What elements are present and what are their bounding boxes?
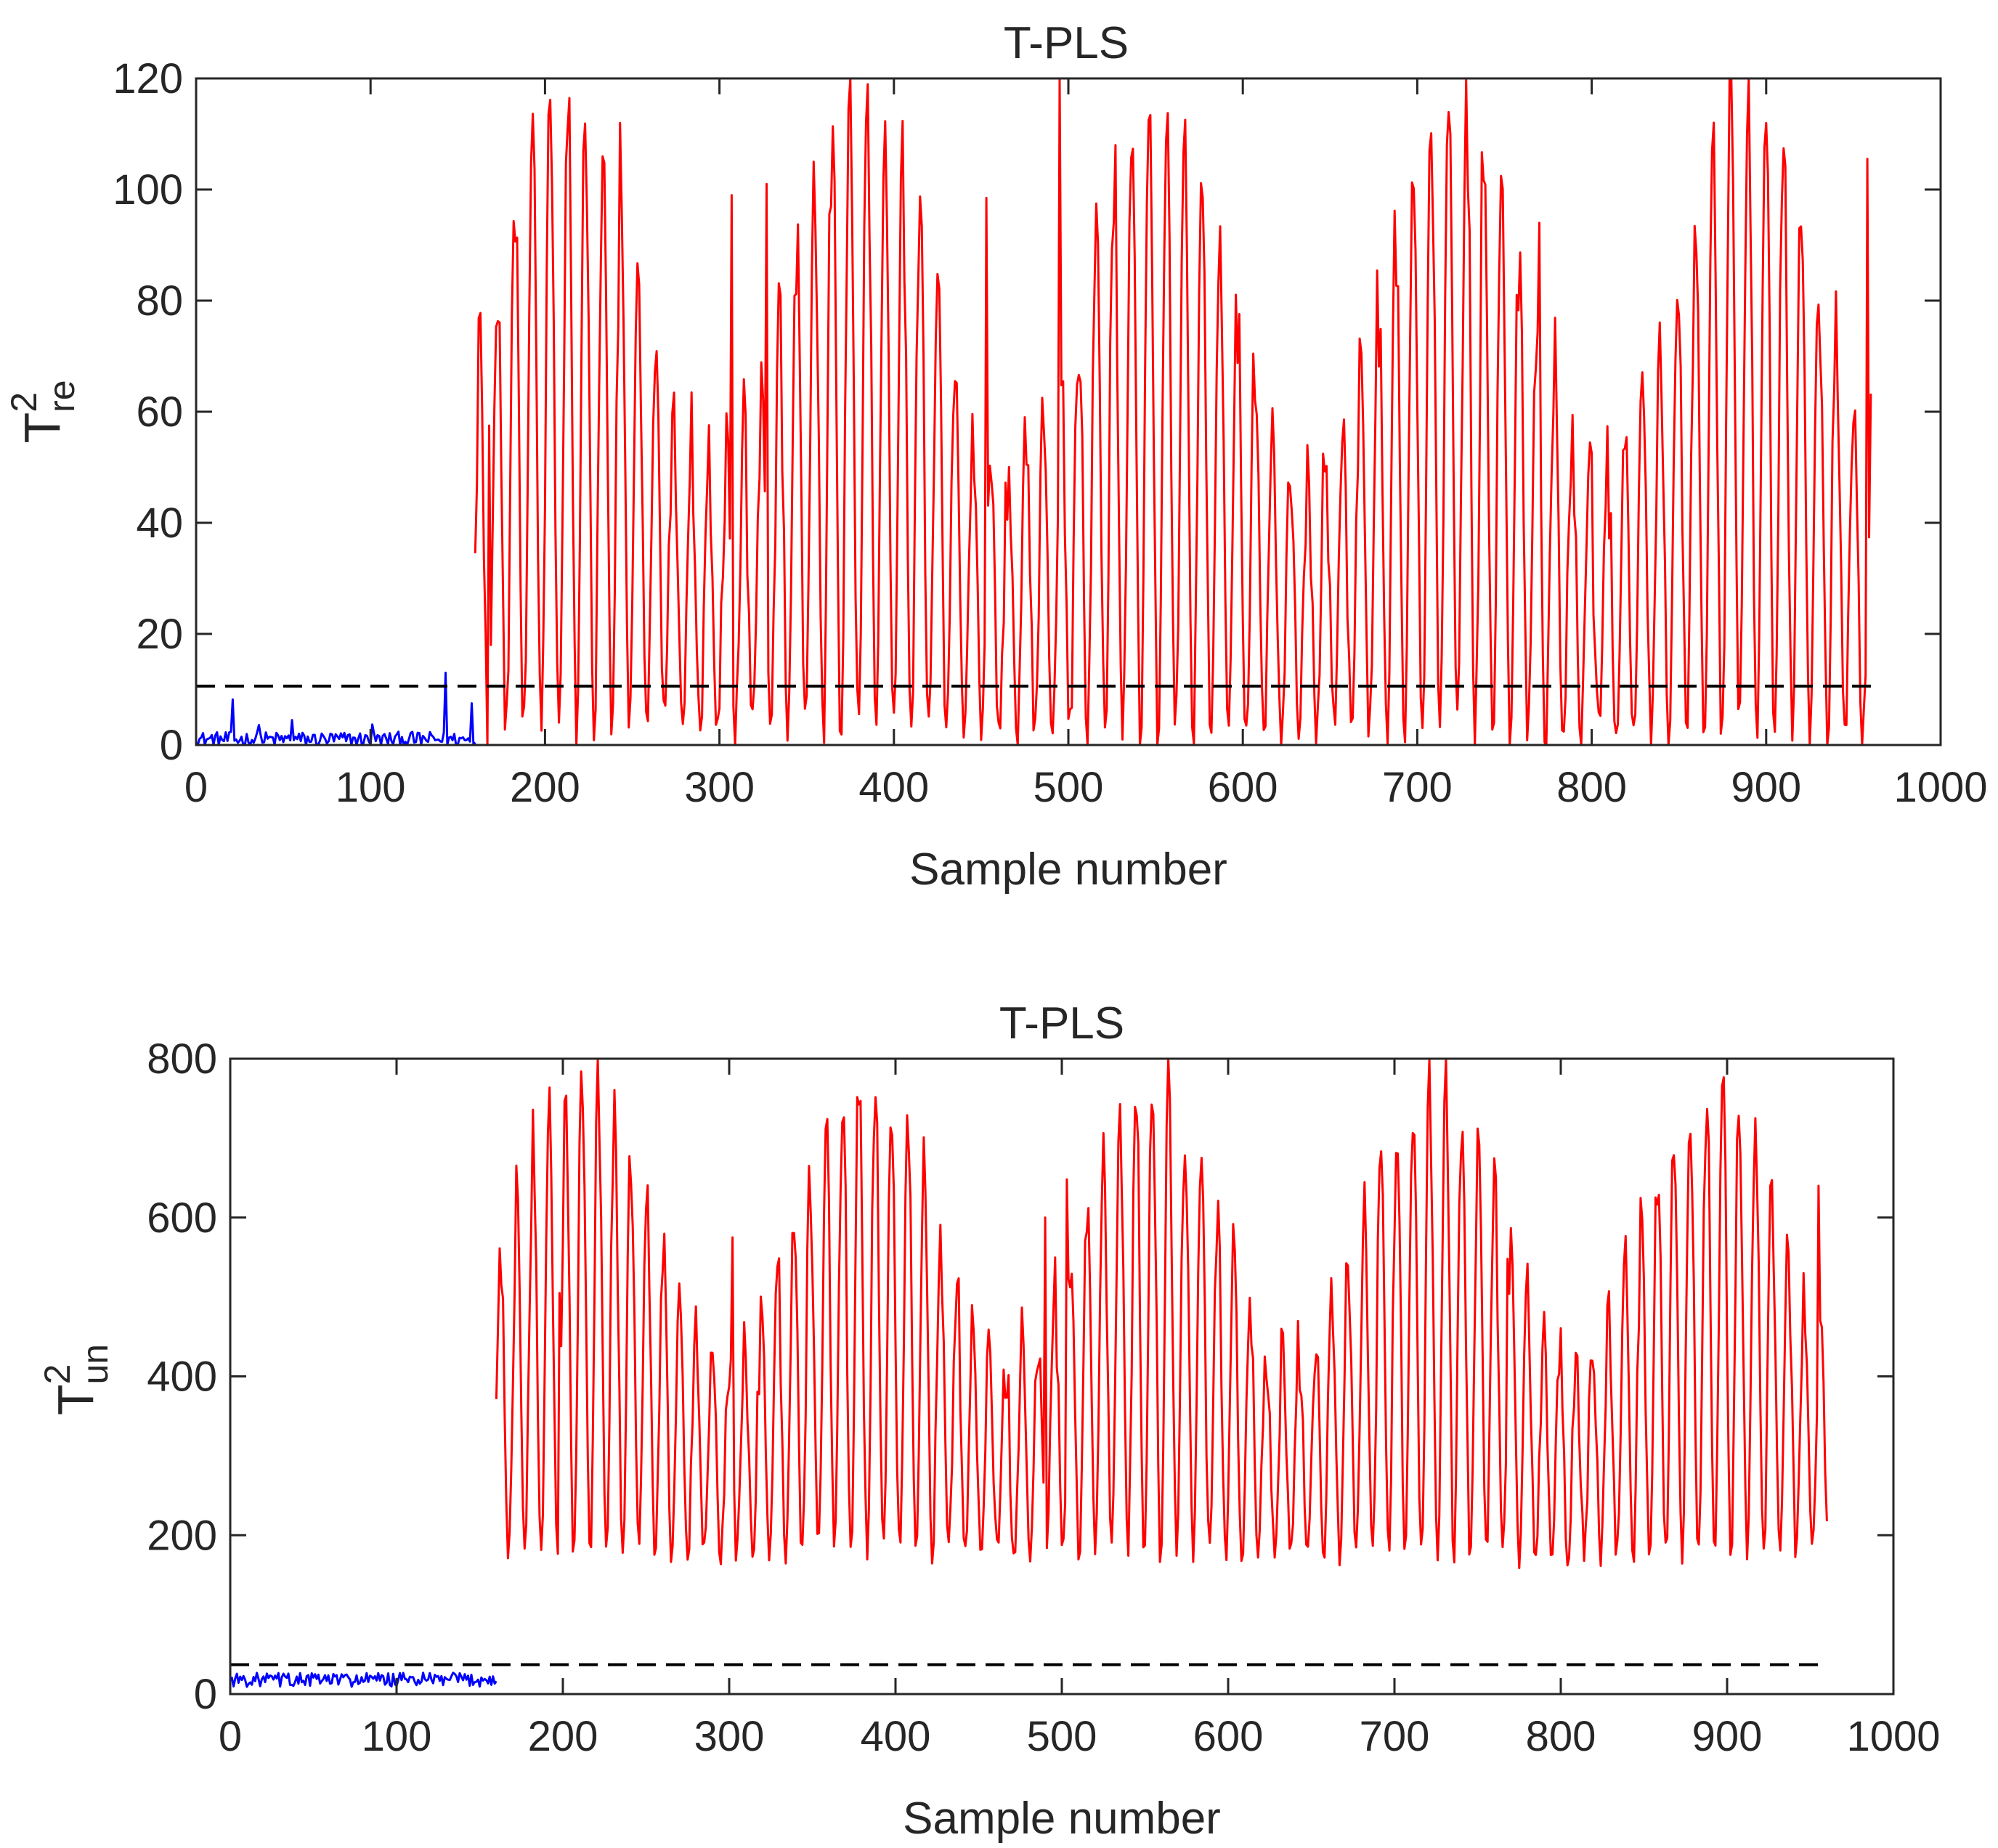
y-tick-label: 80 (136, 277, 183, 325)
x-tick-label: 800 (1526, 1713, 1596, 1760)
x-tick-label: 200 (528, 1713, 598, 1760)
x-axis: 0 100 200 300 400 500 600 700 800 900 1000 (184, 78, 1988, 811)
plot-area (230, 1059, 1893, 1694)
y-tick-label: 200 (147, 1512, 217, 1559)
y-tick-label: 400 (147, 1354, 217, 1401)
x-tick-label: 100 (336, 764, 406, 811)
chart-title: T-PLS (1004, 18, 1129, 68)
x-tick-label: 300 (694, 1713, 765, 1760)
line-fault (495, 1057, 1828, 1569)
x-tick-label: 1000 (1846, 1713, 1940, 1760)
y-tick-label: 0 (194, 1671, 217, 1718)
x-tick-label: 900 (1731, 764, 1801, 811)
y-label-sup: 2 (4, 392, 44, 412)
x-tick-label: 500 (1027, 1713, 1097, 1760)
x-tick-label: 1000 (1893, 764, 1987, 811)
svg-text:T2un: T2un (37, 1344, 115, 1415)
svg-text:T2re: T2re (4, 380, 82, 443)
plot-area (196, 78, 1941, 745)
y-axis-label: T2un (37, 1344, 115, 1415)
y-tick-label: 0 (160, 722, 183, 769)
x-tick-label: 0 (184, 764, 208, 811)
y-tick-label: 800 (147, 1035, 217, 1083)
y-tick-label: 60 (136, 388, 183, 436)
y-label-sub: un (75, 1344, 115, 1385)
y-tick-label: 20 (136, 611, 183, 658)
y-label-sup: 2 (37, 1364, 78, 1385)
x-tick-label: 200 (510, 764, 580, 811)
x-tick-label: 700 (1382, 764, 1453, 811)
y-label-main: T (14, 412, 70, 444)
x-tick-label: 500 (1033, 764, 1104, 811)
x-tick-label: 400 (861, 1713, 931, 1760)
x-tick-label: 800 (1556, 764, 1627, 811)
x-axis-label: Sample number (909, 844, 1227, 895)
x-tick-label: 0 (219, 1713, 242, 1760)
x-tick-label: 700 (1360, 1713, 1430, 1760)
chart-title: T-PLS (999, 998, 1124, 1049)
y-axis: 0 200 400 600 800 (147, 1035, 1893, 1718)
x-axis-label: Sample number (903, 1794, 1221, 1844)
series-normal (196, 672, 476, 746)
line-normal (229, 1672, 498, 1688)
x-tick-label: 900 (1692, 1713, 1763, 1760)
series-normal (229, 1672, 498, 1688)
y-label-main: T (47, 1384, 104, 1415)
x-tick-label: 100 (362, 1713, 432, 1760)
x-axis: 0 100 200 300 400 500 600 700 800 900 1000 (219, 1059, 1941, 1760)
line-fault (474, 77, 1872, 746)
y-tick-label: 100 (113, 166, 183, 213)
chart-bottom: T-PLS 0 100 200 300 400 500 600 700 800 900 1000 0… (37, 998, 1941, 1844)
series-fault (474, 77, 1872, 746)
y-tick-label: 600 (147, 1194, 217, 1242)
y-tick-label: 120 (113, 55, 183, 102)
x-tick-label: 300 (684, 764, 755, 811)
y-label-sub: re (41, 380, 82, 412)
chart-top: T-PLS 0 100 200 300 400 500 600 700 800 900 1000 0… (4, 18, 1988, 895)
line-normal (196, 672, 476, 746)
y-axis-label: T2re (4, 380, 82, 443)
y-tick-label: 40 (136, 500, 183, 547)
x-tick-label: 400 (858, 764, 929, 811)
y-axis: 0 20 40 60 80 100 120 (113, 55, 1941, 769)
series-fault (495, 1057, 1828, 1569)
x-tick-label: 600 (1193, 1713, 1264, 1760)
x-tick-label: 600 (1208, 764, 1278, 811)
